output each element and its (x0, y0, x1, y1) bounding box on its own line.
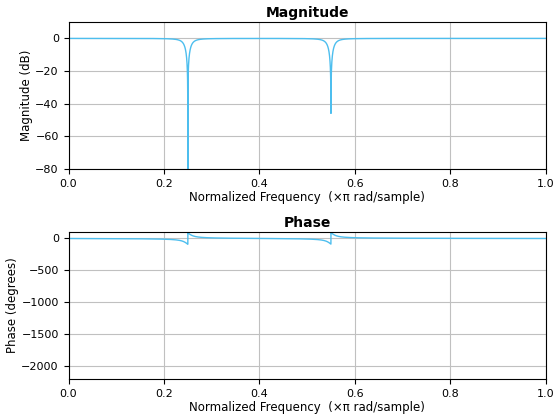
Title: Magnitude: Magnitude (265, 5, 349, 20)
Y-axis label: Phase (degrees): Phase (degrees) (6, 257, 18, 353)
Title: Phase: Phase (283, 215, 331, 230)
Y-axis label: Magnitude (dB): Magnitude (dB) (20, 50, 32, 141)
X-axis label: Normalized Frequency  (×π rad/sample): Normalized Frequency (×π rad/sample) (189, 402, 425, 415)
X-axis label: Normalized Frequency  (×π rad/sample): Normalized Frequency (×π rad/sample) (189, 192, 425, 205)
